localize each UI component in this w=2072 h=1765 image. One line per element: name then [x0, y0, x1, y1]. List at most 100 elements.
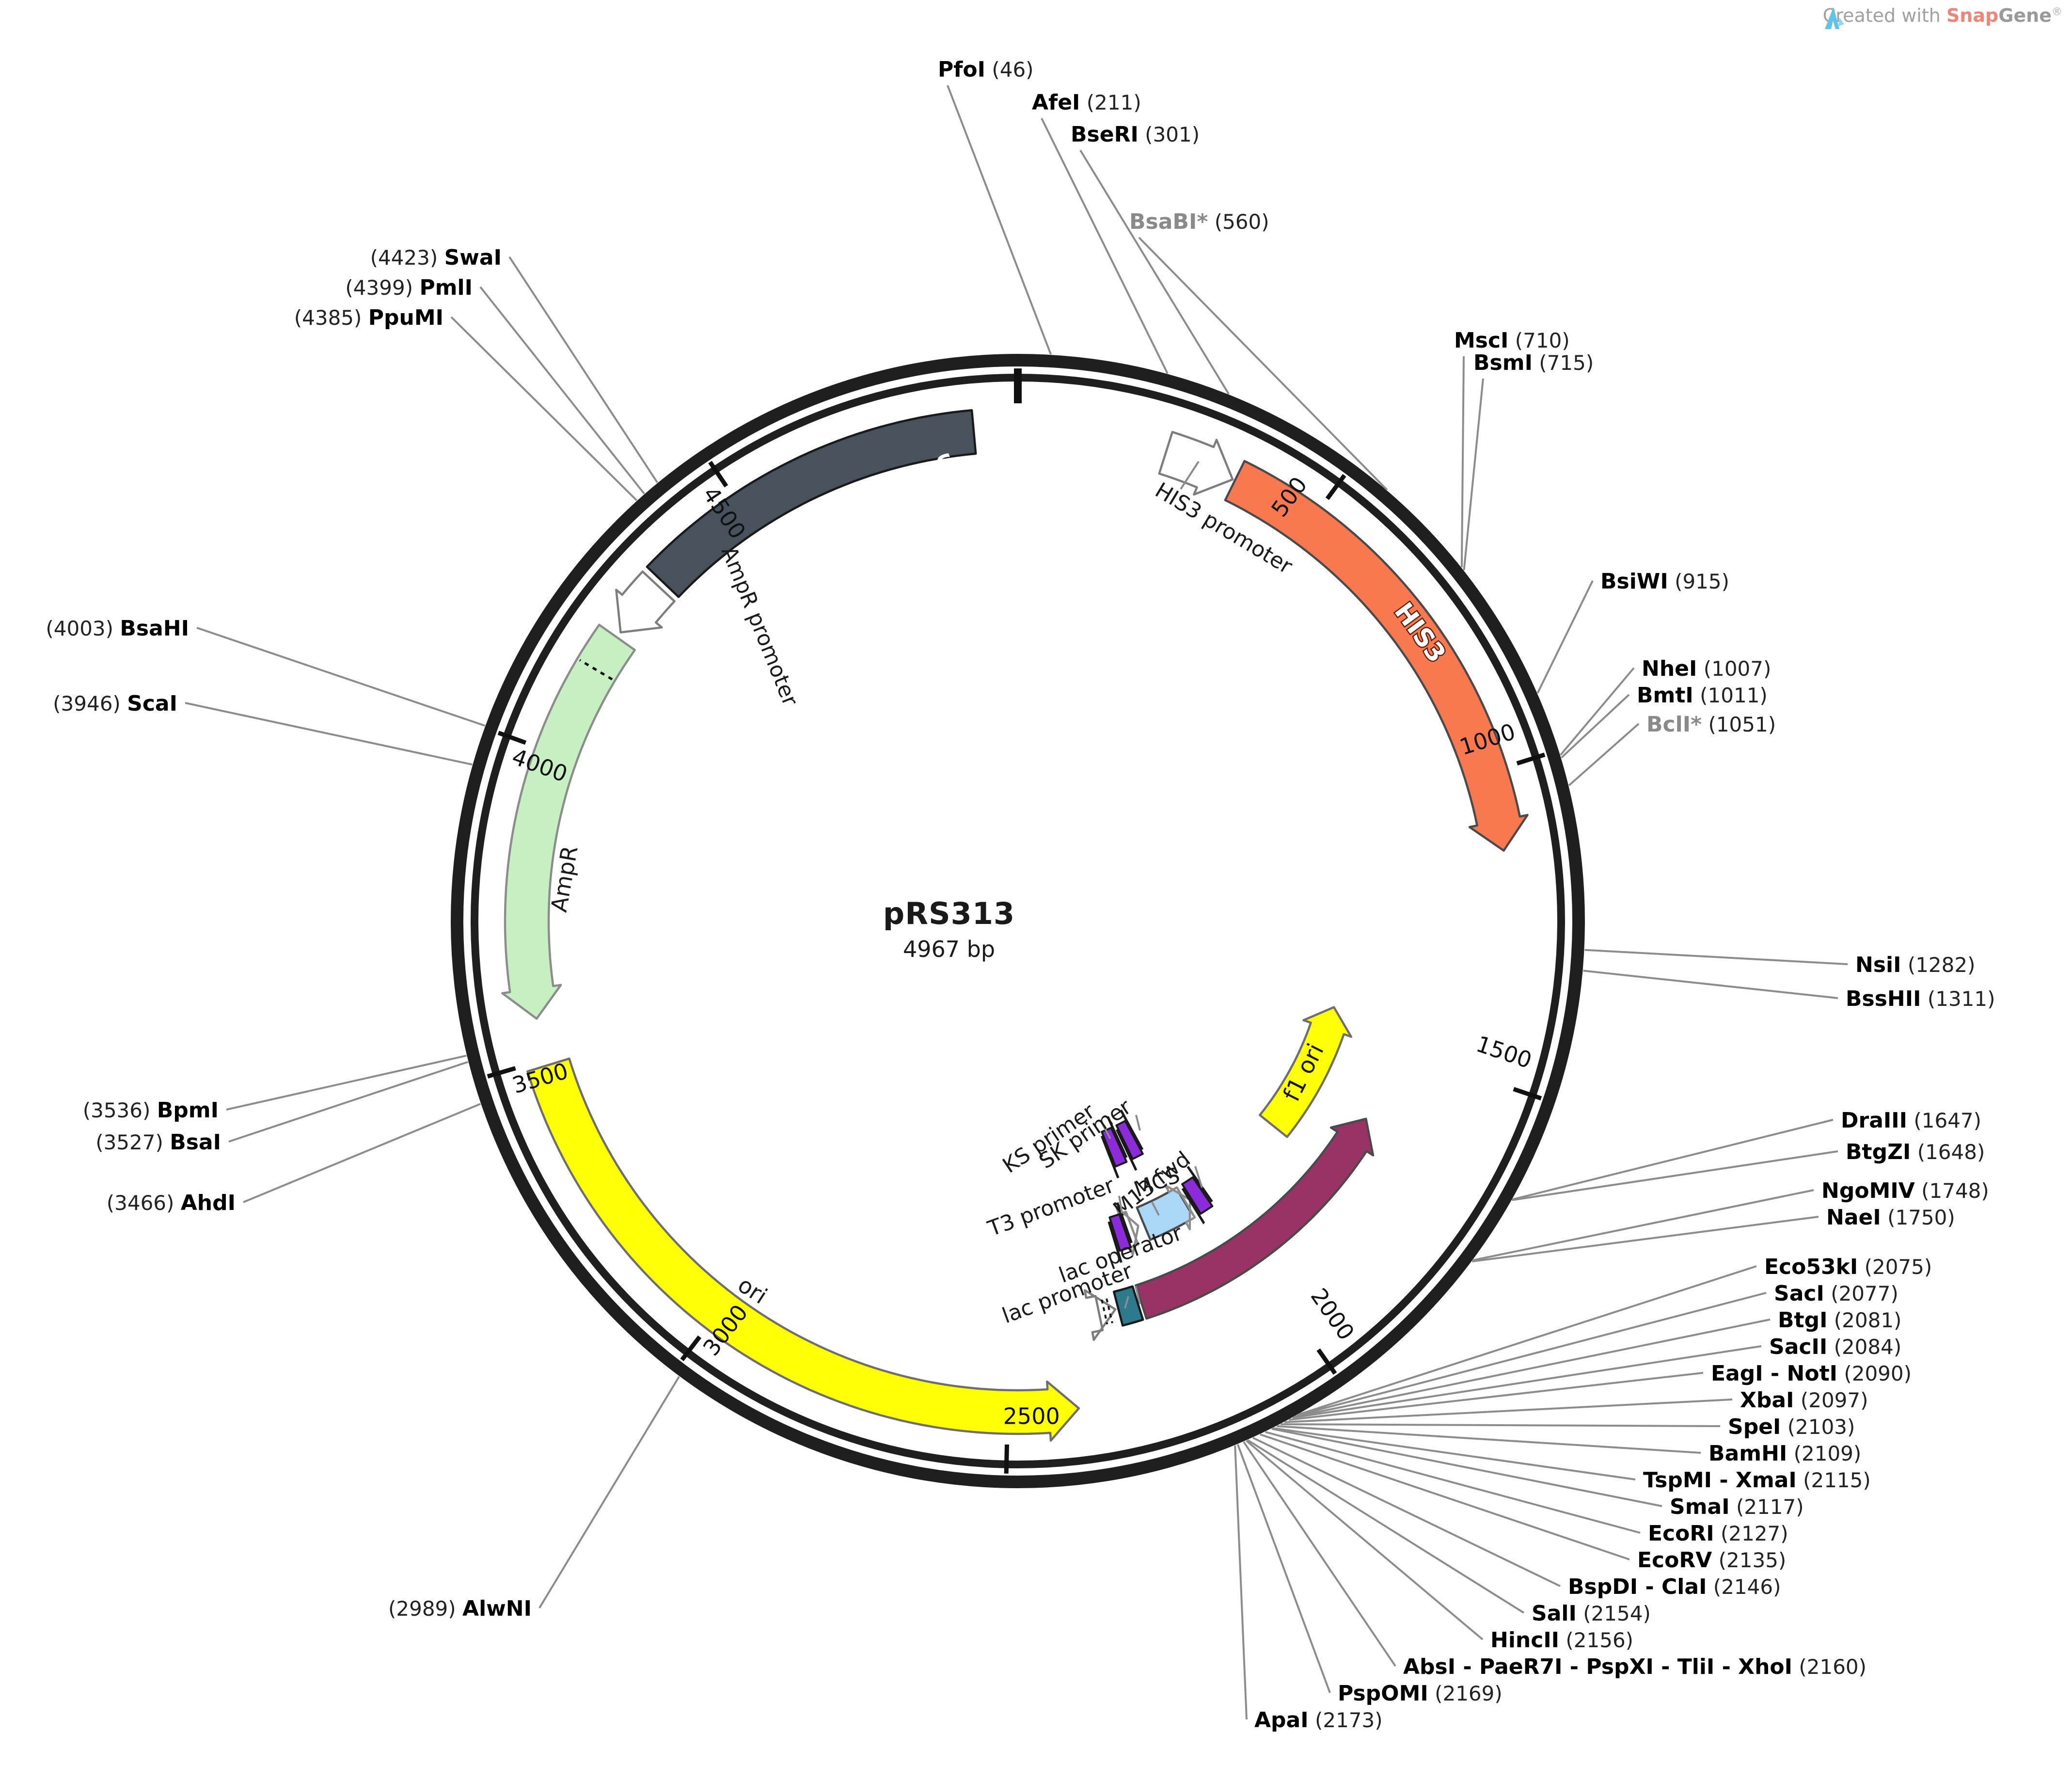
- leader-line: [1584, 949, 1848, 965]
- site-label-naei[interactable]: NaeI (1750): [1826, 1205, 1955, 1230]
- feature-chevron-left[interactable]: [1115, 1206, 1139, 1256]
- feature-lac-promoter[interactable]: [1083, 1289, 1117, 1341]
- feature-chevron-right[interactable]: [1164, 1184, 1196, 1230]
- leader-line: [538, 1376, 680, 1609]
- primer-hook-icon: [1186, 1166, 1213, 1203]
- site-label-ppumi[interactable]: (4385) PpuMI: [294, 305, 443, 330]
- feature-lac-operator[interactable]: [1112, 1285, 1144, 1327]
- plasmid-title-block: pRS313 4967 bp: [883, 896, 1015, 962]
- site-label-msci[interactable]: MscI (710): [1454, 328, 1570, 353]
- annotation-label-ampr-promoter-label[interactable]: AmpR promoter: [716, 543, 803, 710]
- leader-line: [1463, 378, 1484, 571]
- site-label-bmti[interactable]: BmtI (1011): [1637, 683, 1768, 708]
- leader-line: [1472, 1189, 1814, 1261]
- feature-primer-m13-fwd[interactable]: [1181, 1176, 1214, 1215]
- leader-line: [1079, 149, 1230, 395]
- feature-cen-ars[interactable]: [646, 409, 977, 598]
- site-label-bseri[interactable]: BseRI (301): [1071, 122, 1200, 147]
- feature-mcs[interactable]: [1136, 1187, 1195, 1241]
- site-label-bcli[interactable]: BclI* (1051): [1646, 712, 1776, 737]
- leader-line: [1560, 667, 1635, 756]
- site-label-eco53ki[interactable]: Eco53kI (2075): [1764, 1255, 1932, 1279]
- site-label-pfoi[interactable]: PfoI (46): [938, 57, 1034, 82]
- leader-line: [1561, 694, 1630, 759]
- feature-laczalpha[interactable]: [1135, 1117, 1375, 1320]
- leader-line: [1234, 1445, 1248, 1720]
- site-label-bamhi[interactable]: BamHI (2109): [1708, 1441, 1861, 1466]
- site-label-ahdi[interactable]: (3466) AhdI: [107, 1191, 236, 1215]
- site-label-btgi[interactable]: BtgI (2081): [1778, 1308, 1901, 1333]
- snapgene-watermark: Created with SnapGene®: [1823, 5, 2062, 29]
- leader-line: [1536, 580, 1594, 694]
- site-label-bspdi-clai[interactable]: BspDI - ClaI (2146): [1568, 1574, 1781, 1599]
- feature-his3-promoter[interactable]: [1158, 430, 1234, 496]
- leader-line: [1271, 1428, 1662, 1507]
- leader-line: [1135, 1114, 1141, 1131]
- site-label-bsai[interactable]: (3527) BsaI: [95, 1130, 221, 1155]
- primer-hook-icon: [1181, 1188, 1206, 1225]
- site-label-spei[interactable]: SpeI (2103): [1728, 1415, 1855, 1439]
- site-label-smai[interactable]: SmaI (2117): [1670, 1495, 1804, 1519]
- feature-primer-sk[interactable]: [1115, 1120, 1144, 1160]
- site-label-ecori[interactable]: EcoRI (2127): [1648, 1521, 1788, 1546]
- site-label-afei[interactable]: AfeI (211): [1032, 90, 1141, 115]
- leader-line: [1246, 1440, 1484, 1640]
- site-label-nhei[interactable]: NheI (1007): [1642, 656, 1771, 681]
- feature-primer-ks[interactable]: [1101, 1127, 1128, 1168]
- tick-mark-500: [1325, 474, 1346, 500]
- primer-hook-icon: [1115, 1129, 1138, 1171]
- site-label-alwni[interactable]: (2989) AlwNI: [388, 1596, 532, 1621]
- site-label-sali[interactable]: SalI (2154): [1532, 1601, 1651, 1626]
- site-label-hincii[interactable]: HincII (2156): [1490, 1628, 1633, 1653]
- site-label-bpmi[interactable]: (3536) BpmI: [83, 1098, 219, 1123]
- feature-primer-t3[interactable]: [1108, 1213, 1132, 1252]
- leader-line: [1180, 461, 1200, 490]
- site-label-pmli[interactable]: (4399) PmlI: [345, 275, 473, 300]
- site-label-apai[interactable]: ApaI (2173): [1254, 1708, 1383, 1733]
- annotation-label-t3-promoter[interactable]: T3 promoter: [984, 1173, 1118, 1241]
- tick-mark-2000: [1316, 1348, 1337, 1375]
- site-label-draiii[interactable]: DraIII (1647): [1841, 1108, 1981, 1133]
- site-label-eagi-noti[interactable]: EagI - NotI (2090): [1711, 1361, 1912, 1386]
- tick-label-1500: 1500: [1473, 1031, 1535, 1074]
- site-label-absi-paer7i-pspxi-tlii-xhoi[interactable]: AbsI - PaeR7I - PspXI - TliI - XhoI (216…: [1403, 1654, 1866, 1679]
- leader-line: [228, 1061, 469, 1143]
- feature-ori[interactable]: [526, 1057, 1080, 1442]
- primer-hook-icon: [1107, 1116, 1128, 1159]
- leader-line: [1568, 723, 1640, 786]
- site-label-nsii[interactable]: NsiI (1282): [1855, 953, 1975, 977]
- tick-mark-1500: [1513, 1087, 1542, 1101]
- site-label-btgzi[interactable]: BtgZI (1648): [1846, 1140, 1985, 1164]
- site-label-scai[interactable]: (3946) ScaI: [53, 691, 177, 716]
- leader-line: [196, 627, 486, 727]
- leader-line: [185, 702, 473, 766]
- site-label-sacii[interactable]: SacII (2084): [1769, 1335, 1901, 1359]
- leader-line: [1194, 1166, 1203, 1188]
- site-label-bsahi[interactable]: (4003) BsaHI: [46, 616, 189, 641]
- feature-ampr[interactable]: [501, 623, 636, 1020]
- site-label-tspmi-xmai[interactable]: TspMI - XmaI (2115): [1643, 1468, 1871, 1493]
- site-label-pspomi[interactable]: PspOMI (2169): [1338, 1681, 1503, 1706]
- leader-line: [1460, 356, 1465, 568]
- site-label-ecorv[interactable]: EcoRV (2135): [1637, 1548, 1786, 1573]
- feature-divider-dotted: [579, 659, 613, 681]
- feature-ampr-promoter[interactable]: [615, 570, 676, 634]
- site-label-swai[interactable]: (4423) SwaI: [370, 245, 502, 270]
- feature-f1-ori[interactable]: [1259, 1006, 1353, 1138]
- site-label-xbai[interactable]: XbaI (2097): [1740, 1388, 1868, 1413]
- tick-mark-1000: [1516, 752, 1546, 766]
- site-label-bsabi[interactable]: BsaBI* (560): [1129, 209, 1269, 234]
- site-label-saci[interactable]: SacI (2077): [1774, 1281, 1898, 1306]
- site-label-bsiwi[interactable]: BsiWI (915): [1600, 569, 1729, 594]
- feature-his3[interactable]: [1224, 460, 1529, 852]
- site-label-ngomiv[interactable]: NgoMIV (1748): [1821, 1178, 1989, 1203]
- site-label-bsshii[interactable]: BssHII (1311): [1846, 986, 1995, 1011]
- leader-line: [1252, 1437, 1561, 1587]
- site-label-bsmi[interactable]: BsmI (715): [1473, 350, 1594, 375]
- leader-line: [508, 256, 658, 483]
- leader-line: [1138, 237, 1388, 491]
- leader-line: [1236, 1444, 1331, 1693]
- backbone-ring-outer: [451, 354, 1585, 1488]
